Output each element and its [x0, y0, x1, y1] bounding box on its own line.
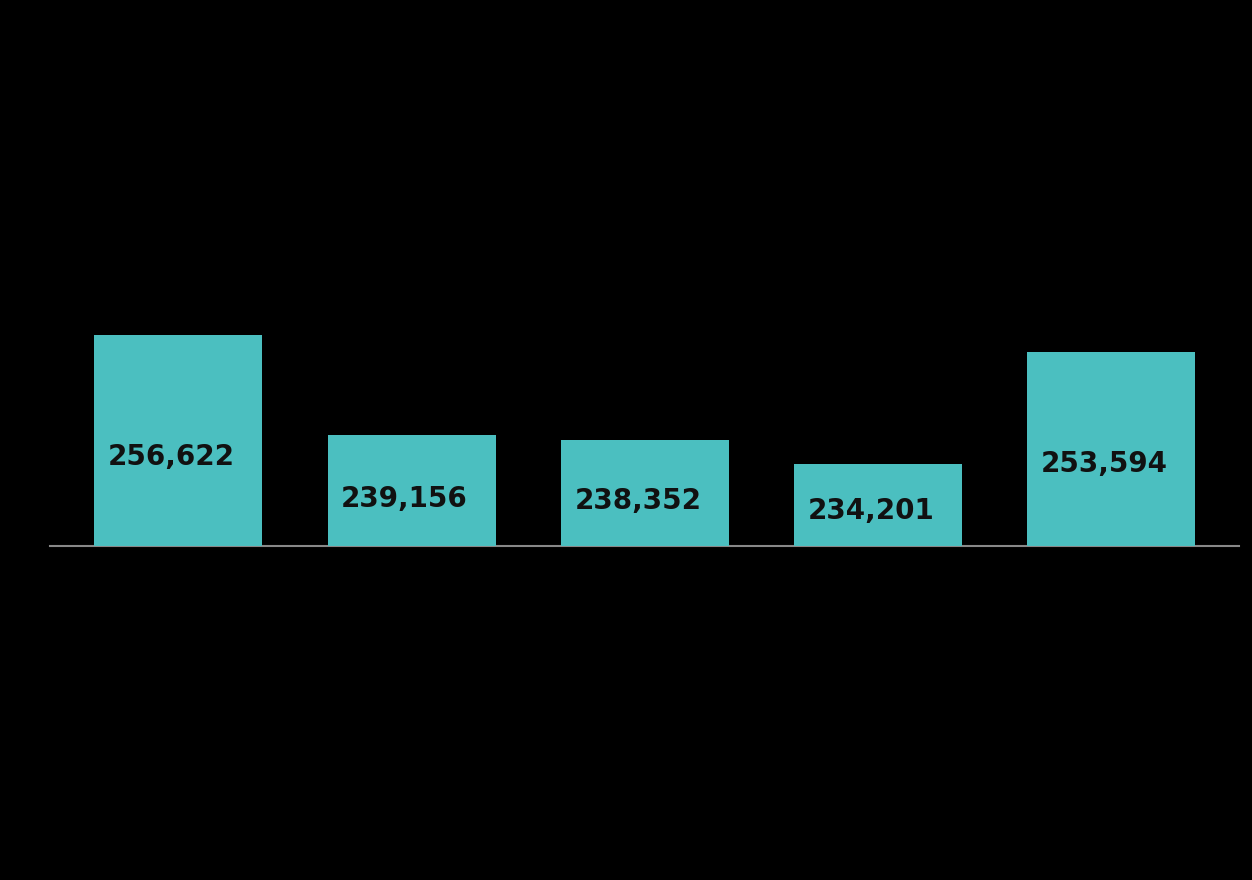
Text: 239,156: 239,156	[341, 485, 468, 513]
Bar	[561, 440, 729, 880]
Text: 234,201: 234,201	[808, 497, 934, 525]
Text: 238,352: 238,352	[575, 488, 701, 516]
Text: 253,594: 253,594	[1040, 451, 1168, 479]
Bar	[1027, 352, 1196, 880]
Text: 256,622: 256,622	[108, 444, 235, 471]
Bar	[328, 436, 496, 880]
Bar	[94, 335, 263, 880]
Bar	[794, 464, 962, 880]
